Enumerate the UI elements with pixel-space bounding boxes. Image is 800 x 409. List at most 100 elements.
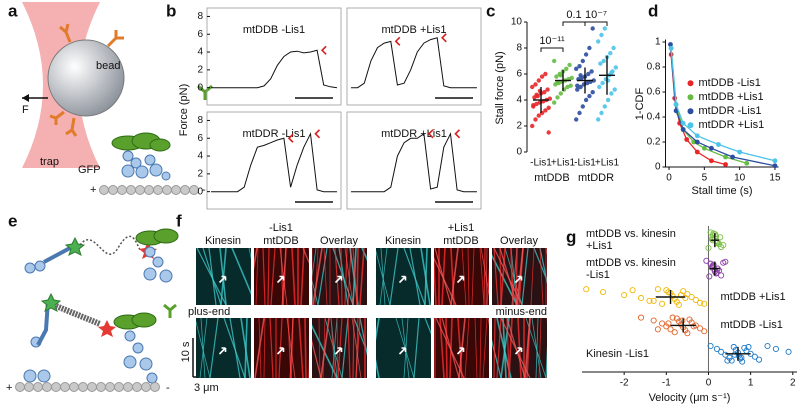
row-label: mtDDB -Lis1	[720, 319, 783, 332]
data-point	[608, 51, 613, 56]
kymograph-trace	[389, 248, 399, 305]
kymograph-trace	[332, 248, 354, 305]
kymograph-trace	[199, 318, 208, 378]
condition-label: +Lis1	[448, 222, 475, 234]
y-tick-label: 0	[655, 162, 661, 173]
p-value: 10⁻¹¹	[539, 35, 565, 47]
event-arrow	[456, 275, 465, 284]
data-point	[558, 91, 563, 96]
force-trace	[351, 37, 477, 89]
kymograph-trace	[302, 248, 309, 264]
panel-label: f	[176, 211, 182, 230]
data-point	[709, 158, 714, 164]
kymograph	[492, 248, 547, 305]
kymograph	[254, 318, 309, 378]
kymograph-trace	[471, 248, 475, 305]
kymograph-trace	[450, 248, 455, 305]
kymograph-trace	[355, 318, 359, 378]
kymograph-trace	[196, 248, 227, 305]
force-trace	[211, 132, 337, 193]
dynactin	[113, 228, 179, 330]
data-point	[772, 158, 778, 164]
kymograph-trace	[368, 318, 371, 378]
data-point	[637, 294, 645, 302]
data-point	[756, 356, 763, 363]
row-label: Kinesin -Lis1	[586, 347, 649, 360]
x-axis-label: Stall time (s)	[691, 185, 752, 197]
y-tick-label: 8	[197, 115, 203, 126]
x-tick-label: +Lis1	[551, 158, 576, 169]
kymograph-trace	[263, 318, 266, 378]
y-tick-label: 1	[655, 37, 661, 48]
data-point	[580, 104, 585, 109]
x-tick-label: +Lis1	[595, 158, 620, 169]
data-point	[613, 65, 618, 70]
row-label: mtDDB vs. kinesin +Lis1	[586, 228, 676, 253]
x-tick-label: 15	[769, 173, 781, 184]
data-point	[705, 244, 712, 252]
data-point	[701, 300, 708, 307]
data-point	[731, 351, 738, 358]
data-point	[567, 62, 572, 68]
data-point	[706, 273, 713, 280]
kymograph-trace	[267, 248, 270, 305]
kymograph-trace	[545, 248, 547, 256]
channel-label: Overlay	[320, 235, 358, 247]
data-point	[599, 110, 604, 116]
legend-label: mtDDB -Lis1	[699, 77, 761, 89]
data-point	[744, 160, 750, 166]
data-point	[583, 286, 590, 293]
kymograph-trace	[312, 248, 317, 280]
kymograph-trace	[435, 318, 465, 378]
kymograph-trace	[255, 248, 259, 305]
y-tick-label: 0.6	[647, 87, 661, 98]
plus-end-label: +	[6, 382, 12, 394]
force-arrowhead	[22, 94, 29, 102]
kymograph-trace	[524, 318, 531, 378]
data-point	[669, 314, 676, 321]
kymograph-trace	[445, 318, 448, 378]
kymograph-trace	[479, 248, 485, 305]
stall-marker	[454, 129, 461, 139]
kinesin	[23, 246, 71, 383]
kymograph-trace	[373, 318, 374, 378]
plot-frame	[206, 7, 342, 106]
data-point	[574, 66, 579, 72]
data-point	[718, 272, 725, 279]
kymograph-trace	[434, 257, 457, 305]
data-point	[600, 289, 607, 296]
kymograph-trace	[334, 248, 340, 305]
data-point	[583, 52, 589, 57]
kymograph-trace	[555, 318, 581, 378]
data-point	[558, 73, 563, 78]
kymograph-trace	[318, 318, 321, 378]
kymograph-trace	[304, 318, 307, 378]
panel-label: e	[8, 211, 17, 230]
kymograph-trace	[486, 267, 489, 305]
kymograph-trace	[314, 248, 319, 305]
data-point	[587, 93, 592, 99]
data-point	[569, 75, 574, 81]
y-tick-label: 0	[197, 186, 203, 197]
data-point	[578, 73, 583, 78]
data-point	[691, 139, 697, 145]
kymograph-trace	[521, 248, 529, 305]
kymograph-trace	[479, 318, 482, 378]
kymograph-trace	[376, 358, 380, 378]
kymograph-trace	[533, 248, 547, 282]
data-point	[728, 357, 735, 364]
data-point	[605, 97, 611, 103]
y-tick-label: 0	[516, 147, 522, 158]
p-value: 0.1	[566, 9, 581, 21]
plus-end-label: +	[90, 184, 96, 196]
data-point	[673, 108, 679, 114]
kymograph-trace	[317, 248, 328, 305]
data-point	[555, 95, 560, 100]
kymograph-trace	[482, 318, 488, 378]
data-point	[552, 100, 557, 105]
kymograph-trace	[553, 318, 565, 378]
kymograph-trace	[480, 248, 489, 296]
plot-frame	[346, 7, 482, 106]
kymograph-trace	[312, 324, 338, 378]
